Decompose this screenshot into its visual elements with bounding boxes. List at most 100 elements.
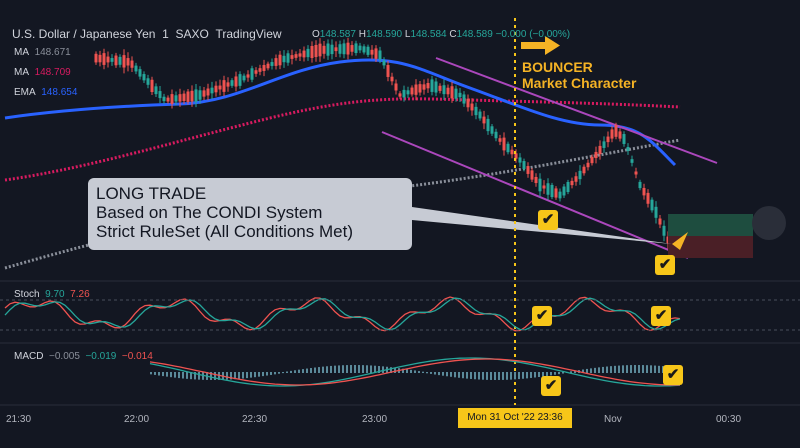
candle bbox=[486, 118, 490, 132]
candle bbox=[146, 78, 150, 85]
macd-bar bbox=[326, 366, 328, 373]
macd-bar bbox=[582, 369, 584, 373]
callout-line-1: LONG TRADE bbox=[96, 184, 207, 203]
candle bbox=[138, 69, 142, 77]
candle bbox=[430, 79, 434, 92]
channel-lower-line[interactable] bbox=[381, 131, 689, 259]
macd-bar bbox=[450, 372, 452, 377]
candle bbox=[110, 58, 114, 62]
candle bbox=[582, 166, 586, 174]
candle bbox=[150, 79, 154, 93]
candle bbox=[242, 75, 246, 81]
macd-bar bbox=[238, 372, 240, 379]
macd-bar bbox=[234, 372, 236, 380]
macd-bar bbox=[182, 372, 184, 379]
candle bbox=[642, 187, 646, 196]
position-profit-zone[interactable] bbox=[668, 214, 753, 236]
macd-bar bbox=[190, 372, 192, 380]
candle bbox=[286, 53, 290, 63]
candle bbox=[398, 93, 402, 97]
macd-bar bbox=[502, 372, 504, 380]
symbol-title[interactable]: U.S. Dollar / Japanese Yen 1 SAXO Tradin… bbox=[12, 27, 282, 41]
macd-bar bbox=[406, 369, 408, 373]
candle bbox=[434, 81, 438, 93]
candle bbox=[558, 191, 562, 199]
macd-bar bbox=[290, 370, 292, 373]
macd-bar bbox=[358, 365, 360, 373]
position-loss-zone[interactable] bbox=[668, 236, 753, 258]
candle bbox=[322, 45, 326, 54]
candle bbox=[390, 76, 394, 82]
candle bbox=[370, 49, 374, 55]
macd-bar bbox=[242, 372, 244, 379]
macd-bar bbox=[178, 372, 180, 379]
candle bbox=[98, 54, 102, 63]
macd-bar bbox=[462, 372, 464, 379]
candle bbox=[458, 92, 462, 98]
candle bbox=[238, 74, 242, 86]
macd-bar bbox=[514, 372, 516, 380]
candle bbox=[662, 225, 666, 236]
macd-bar bbox=[458, 372, 460, 378]
macd-legend[interactable]: MACD −0.005 −0.019 −0.014 bbox=[14, 351, 153, 362]
candle bbox=[654, 206, 658, 218]
macd-bar bbox=[174, 372, 176, 378]
time-label: 22:00 bbox=[124, 414, 150, 425]
candle bbox=[234, 76, 238, 87]
macd-bar bbox=[218, 372, 220, 380]
candle bbox=[162, 96, 166, 102]
candle bbox=[562, 186, 566, 196]
candle bbox=[462, 94, 466, 104]
check-icon: ✔ bbox=[532, 306, 552, 326]
macd-bar bbox=[526, 372, 528, 379]
candle bbox=[278, 54, 282, 66]
candle bbox=[506, 143, 510, 153]
candle bbox=[514, 153, 518, 159]
macd-bar bbox=[638, 365, 640, 373]
candle bbox=[338, 44, 342, 54]
candle bbox=[330, 44, 334, 55]
candle bbox=[594, 151, 598, 159]
candle bbox=[622, 134, 626, 144]
macd-bar bbox=[302, 369, 304, 373]
candle bbox=[210, 87, 214, 94]
candle bbox=[282, 55, 286, 63]
stoch-legend[interactable]: Stoch 9.70 7.26 bbox=[14, 289, 90, 300]
candle bbox=[650, 199, 654, 211]
candle bbox=[602, 141, 606, 148]
ema-legend[interactable]: EMA 148.654 bbox=[14, 87, 78, 98]
candle bbox=[454, 88, 458, 99]
macd-bar bbox=[574, 370, 576, 373]
macd-bar bbox=[230, 372, 232, 380]
ma2-legend[interactable]: MA 148.709 bbox=[14, 67, 71, 78]
macd-bar bbox=[426, 372, 428, 374]
candle bbox=[378, 50, 382, 60]
play-button[interactable] bbox=[752, 206, 786, 240]
arrow-right-icon bbox=[521, 36, 560, 55]
candle bbox=[542, 185, 546, 189]
macd-line bbox=[149, 357, 681, 387]
macd-bar bbox=[622, 365, 624, 373]
candle bbox=[290, 55, 294, 59]
candle bbox=[198, 90, 202, 100]
candle bbox=[250, 68, 254, 80]
macd-bar bbox=[166, 372, 168, 377]
candle bbox=[142, 74, 146, 81]
check-icon: ✔ bbox=[655, 255, 675, 275]
macd-bar bbox=[546, 372, 548, 376]
candle bbox=[118, 56, 122, 65]
macd-bar bbox=[314, 367, 316, 373]
macd-bar bbox=[534, 372, 536, 378]
channel-upper-line[interactable] bbox=[435, 57, 718, 164]
candle bbox=[598, 145, 602, 155]
candle bbox=[134, 65, 138, 72]
candle bbox=[626, 146, 630, 152]
ma1-legend[interactable]: MA 148.671 bbox=[14, 47, 71, 58]
candle bbox=[230, 80, 234, 86]
candle bbox=[342, 43, 346, 55]
candle bbox=[346, 42, 350, 55]
macd-bar bbox=[402, 368, 404, 373]
macd-bar bbox=[542, 372, 544, 377]
macd-bar bbox=[158, 372, 160, 376]
macd-bar bbox=[198, 372, 200, 380]
